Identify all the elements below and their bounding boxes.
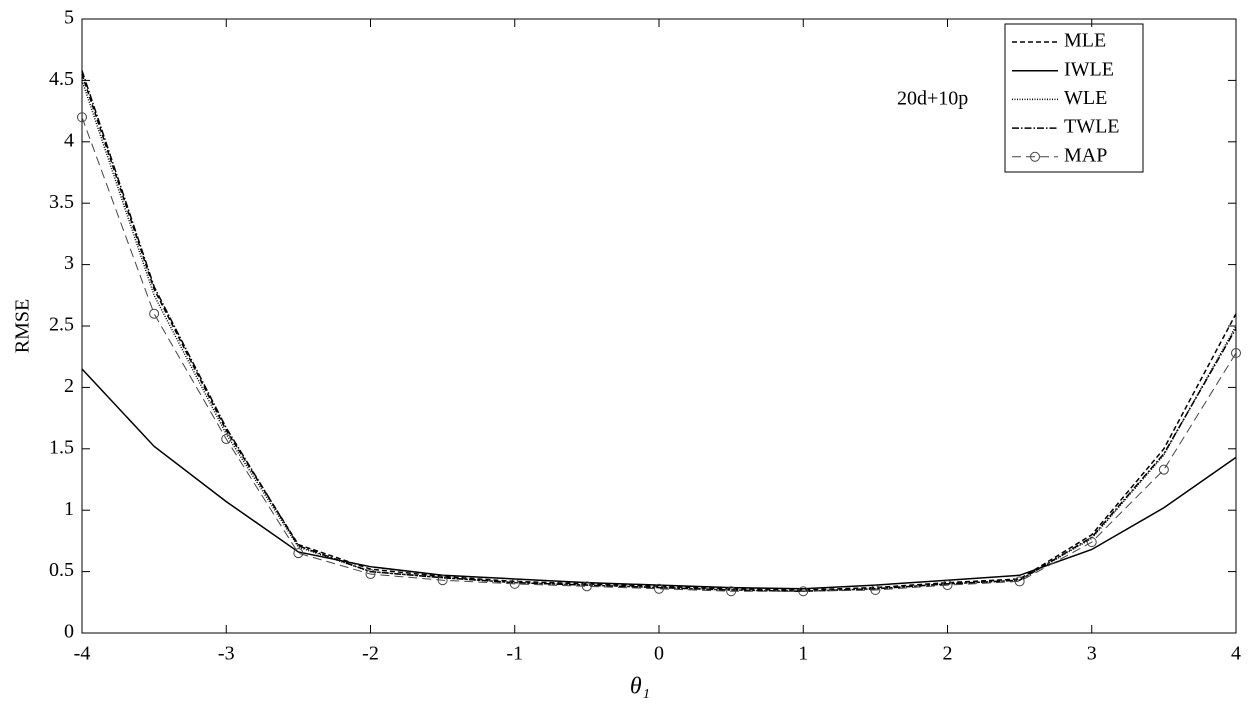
x-tick-label: -2: [362, 643, 379, 665]
x-tick-label: 3: [1087, 643, 1097, 665]
x-axis-label: θ₁: [630, 674, 650, 700]
y-tick-label: 0.5: [49, 559, 74, 581]
x-tick-label: -4: [74, 643, 91, 665]
marker: [437, 575, 448, 586]
marker: [365, 569, 376, 580]
x-tick-label: 4: [1231, 643, 1241, 665]
marker: [870, 585, 881, 596]
y-tick-label: 1: [64, 498, 74, 520]
marker: [77, 112, 87, 123]
x-tick-label: -3: [218, 643, 235, 665]
legend-label: WLE: [1064, 87, 1107, 109]
marker: [654, 583, 664, 594]
marker: [1231, 348, 1241, 359]
x-tick-label: 2: [943, 643, 953, 665]
legend-label: TWLE: [1064, 116, 1120, 138]
x-tick-label: 0: [654, 643, 664, 665]
y-tick-label: 4.5: [49, 68, 74, 90]
y-tick-label: 2.5: [49, 314, 74, 336]
marker: [1158, 464, 1169, 475]
legend-label: IWLE: [1064, 58, 1114, 80]
y-tick-label: 0: [64, 621, 74, 643]
y-tick-label: 4: [64, 129, 74, 151]
legend-label: MLE: [1064, 30, 1106, 52]
annotation: 20d+10p: [897, 88, 968, 110]
legend-box: [1004, 23, 1144, 173]
y-tick-label: 3.5: [49, 191, 74, 213]
marker: [221, 433, 232, 444]
y-axis-label: RMSE: [12, 299, 34, 353]
y-tick-label: 2: [64, 375, 74, 397]
marker: [942, 580, 953, 591]
legend-label: MAP: [1064, 144, 1107, 166]
marker: [1014, 576, 1025, 587]
marker: [149, 308, 160, 319]
y-tick-label: 1.5: [49, 436, 74, 458]
marker: [726, 586, 737, 597]
x-tick-label: -1: [506, 643, 523, 665]
y-tick-label: 3: [64, 252, 74, 274]
marker: [581, 581, 592, 592]
series-line: [81, 70, 1237, 592]
y-tick-label: 5: [64, 7, 74, 29]
legend-marker: [1030, 151, 1040, 162]
marker: [509, 578, 520, 589]
marker: [1086, 537, 1097, 548]
x-tick-label: 1: [798, 643, 808, 665]
series-line: [81, 117, 1237, 592]
marker: [798, 586, 809, 597]
marker: [293, 548, 304, 559]
